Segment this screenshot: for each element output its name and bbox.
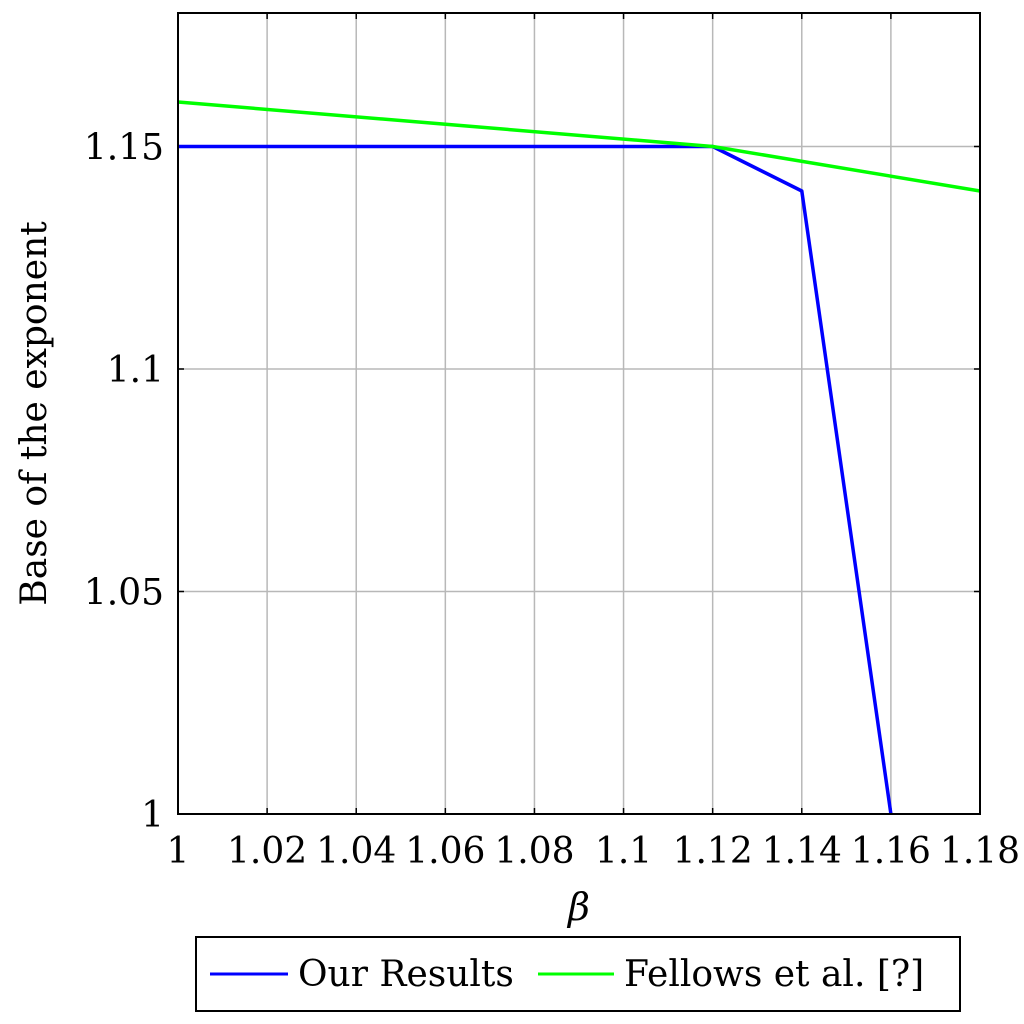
series-line-1 [177, 100, 981, 193]
x-tick-label: 1 [167, 831, 190, 872]
y-axis-label: Base of the exponent [14, 221, 55, 606]
tick-marks [177, 13, 981, 815]
y-tick-label: 1.15 [84, 128, 164, 169]
x-tick-label: 1.16 [851, 831, 931, 872]
x-axis-label: β [566, 885, 590, 929]
x-tick-label: 1.14 [762, 831, 842, 872]
x-tick-label: 1.1 [595, 831, 652, 872]
y-tick-label: 1 [141, 795, 164, 836]
y-tick-labels: 1 1.05 1.1 1.15 [84, 128, 164, 837]
x-tick-label: 1.02 [227, 831, 307, 872]
plot-area-frame [177, 12, 981, 815]
x-tick-label: 1.04 [316, 831, 396, 872]
x-tick-label: 1.06 [405, 831, 485, 872]
x-tick-label: 1.18 [940, 831, 1020, 872]
legend: Our Results Fellows et al. [?] [195, 936, 961, 1012]
series-line-0 [178, 144, 893, 815]
x-tick-labels: 1 1.02 1.04 1.06 1.08 1.1 1.12 1.14 1.16 1.18 [167, 831, 1021, 872]
x-tick-label: 1.12 [673, 831, 753, 872]
y-tick-label: 1.05 [84, 573, 164, 614]
legend-label-our-results: Our Results [298, 954, 514, 995]
grid [177, 13, 981, 815]
legend-label-fellows: Fellows et al. [?] [624, 954, 924, 995]
series-lines [177, 100, 981, 815]
y-tick-label: 1.1 [107, 350, 164, 391]
x-tick-label: 1.08 [494, 831, 574, 872]
